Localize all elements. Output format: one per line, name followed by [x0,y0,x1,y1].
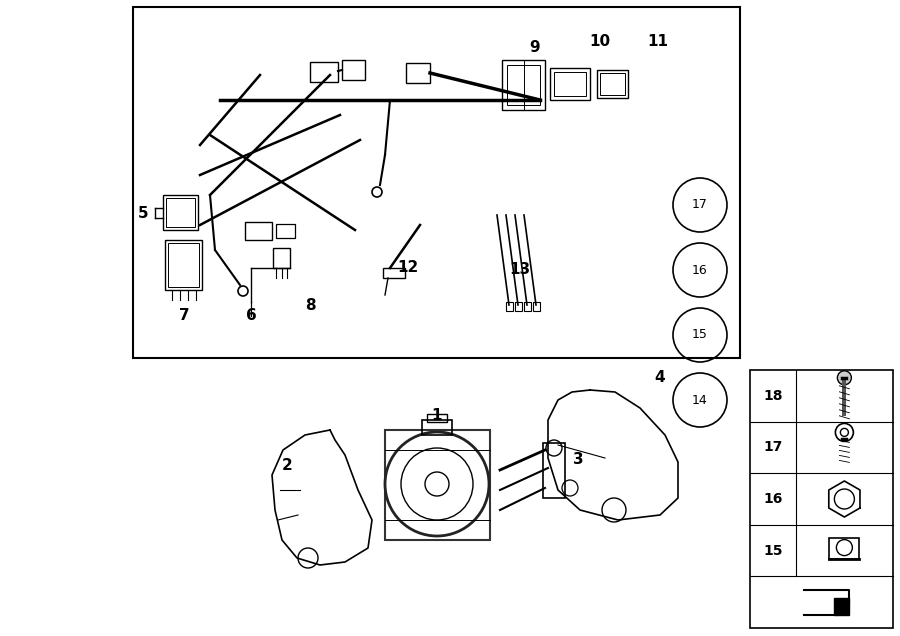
Bar [543,443,565,498]
Bar [502,60,545,110]
Bar [533,302,540,311]
Bar [600,73,625,95]
Text: 2: 2 [282,457,292,473]
Bar [550,68,590,100]
Bar [383,268,405,278]
Text: 7: 7 [179,308,189,324]
Bar [342,60,365,80]
Text: 8: 8 [305,298,315,312]
Bar [750,370,893,628]
Bar [506,302,513,311]
Text: 4: 4 [654,371,665,385]
Text: 18: 18 [763,389,783,403]
Bar [422,420,452,435]
Text: 16: 16 [692,263,708,277]
Bar [245,222,272,240]
Text: 9: 9 [530,41,540,55]
Bar [165,240,202,290]
Bar [507,65,540,105]
Bar [385,430,490,540]
Text: 16: 16 [763,492,783,506]
Bar [554,72,586,96]
Bar [168,243,199,287]
Text: 11: 11 [647,34,669,50]
Bar [163,195,198,230]
Text: 12: 12 [398,261,418,275]
Text: 1: 1 [432,408,442,422]
Bar [427,414,447,422]
Bar [276,224,295,238]
Text: 13: 13 [509,263,531,277]
Text: 6: 6 [246,308,256,324]
Text: 15: 15 [763,544,783,558]
Text: 17: 17 [763,440,783,454]
Text: 5: 5 [138,205,148,221]
Text: 17: 17 [692,198,708,212]
Bar [133,7,740,358]
Circle shape [837,371,851,385]
Text: 14: 14 [692,394,708,406]
Bar [830,537,860,558]
Text: 10: 10 [590,34,610,50]
Bar [515,302,522,311]
Bar [310,62,338,82]
Bar [524,302,531,311]
Polygon shape [833,598,849,615]
Text: 3: 3 [572,452,583,467]
Bar [273,248,290,268]
Bar [597,70,628,98]
Text: 15: 15 [692,329,708,342]
Bar [406,63,430,83]
Bar [842,378,846,416]
Bar [166,198,195,227]
